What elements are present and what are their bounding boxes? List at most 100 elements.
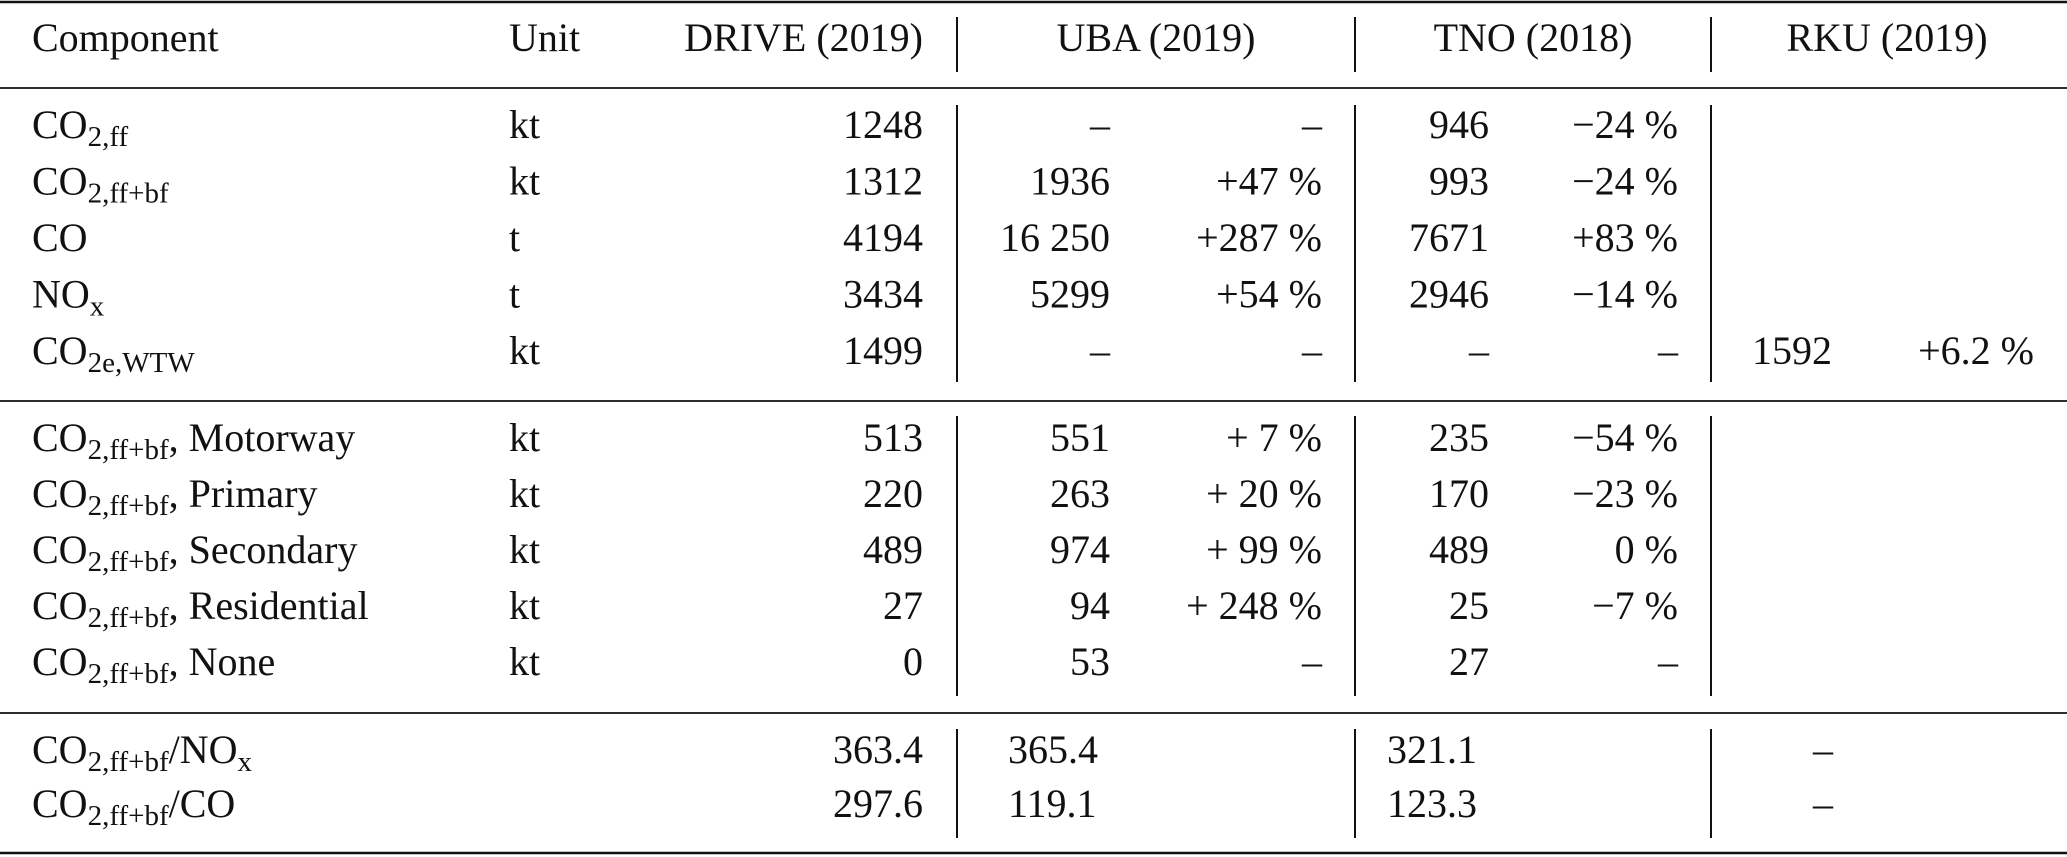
component-text: NO [32,272,90,317]
cell: −7 % [1592,583,1678,628]
unit: kt [509,415,540,460]
cell: 1936 [1030,159,1110,204]
cell: – [1301,328,1323,373]
cell: 7671 [1409,215,1489,260]
header-cell: RKU (2019) [1786,15,1987,60]
cell: 1312 [843,159,923,204]
cell: 489 [1429,527,1489,572]
component-text: CO [32,471,88,516]
subscript: 2,ff+bf [88,490,169,522]
cell: 974 [1050,527,1110,572]
cell: +287 % [1196,215,1322,260]
cell: – [1657,328,1679,373]
component-text: CO [32,328,88,373]
subscript: 2,ff+bf [88,746,169,778]
header-cell: TNO (2018) [1434,15,1633,60]
cell: + 248 % [1186,583,1322,628]
subscript: x [238,746,253,778]
cell: −14 % [1572,272,1678,317]
component: CO2,ff+bf, Motorway [32,415,355,465]
cell: 16 250 [1000,215,1110,260]
cell: 119.1 [1008,781,1097,826]
header-cell: Component [32,15,219,60]
cell: +6.2 % [1918,328,2034,373]
cell: + 99 % [1206,527,1322,572]
cell: 1592 [1752,328,1832,373]
cell: 363.4 [833,727,923,772]
cell: – [1089,102,1111,147]
component-text: , Primary [169,471,318,516]
cell: 551 [1050,415,1110,460]
subscript: 2,ff+bf [88,602,169,634]
component: NOx [32,272,105,322]
unit: kt [509,328,540,373]
cell: −54 % [1572,415,1678,460]
component-text: CO [32,583,88,628]
component-text: CO [32,102,88,147]
cell: +54 % [1216,272,1322,317]
cell: 946 [1429,102,1489,147]
header-cell: UBA (2019) [1057,15,1256,60]
unit: t [509,272,520,317]
cell: – [1812,781,1834,826]
cell: + 20 % [1206,471,1322,516]
cell: 0 % [1615,527,1678,572]
component-text: CO [32,159,88,204]
component-text: , Motorway [169,415,356,460]
component: CO2,ff+bf, Secondary [32,527,357,577]
component-text: CO [32,527,88,572]
cell: 0 [903,639,923,684]
unit: kt [509,471,540,516]
cell: 3434 [843,272,923,317]
component: CO2e,WTW [32,328,195,378]
component: CO2,ff+bf, None [32,639,275,689]
cell: 489 [863,527,923,572]
cell: – [1089,328,1111,373]
cell: −24 % [1572,102,1678,147]
cell: + 7 % [1226,415,1322,460]
subscript: 2,ff+bf [88,546,169,578]
cell: 1499 [843,328,923,373]
subscript: 2,ff+bf [88,177,169,209]
component-text: CO [32,415,88,460]
cell: 53 [1070,639,1110,684]
cell: 25 [1449,583,1489,628]
component-text: /CO [169,781,236,826]
unit: kt [509,583,540,628]
header-cell: DRIVE (2019) [684,15,923,60]
header-cell: Unit [509,15,580,60]
component-text: CO [32,727,88,772]
component-text: CO [32,215,88,260]
subscript: 2e,WTW [88,347,196,379]
unit: kt [509,102,540,147]
subscript: 2,ff+bf [88,658,169,690]
cell: −24 % [1572,159,1678,204]
cell: 27 [1449,639,1489,684]
component: CO [32,215,88,260]
cell: 170 [1429,471,1489,516]
component: CO2,ff+bf [32,159,169,209]
component-text: CO [32,781,88,826]
component-text: /NO [169,727,238,772]
component: CO2,ff [32,102,128,152]
cell: 27 [883,583,923,628]
cell: – [1301,102,1323,147]
cell: 365.4 [1008,727,1098,772]
subscript: x [90,290,105,322]
component-text: , None [169,639,276,684]
cell: 4194 [843,215,923,260]
unit: kt [509,159,540,204]
component-text: , Secondary [169,527,358,572]
cell: +47 % [1216,159,1322,204]
cell: 123.3 [1387,781,1477,826]
cell: 220 [863,471,923,516]
cell: 297.6 [833,781,923,826]
component: CO2,ff+bf/CO [32,781,235,831]
unit: t [509,215,520,260]
subscript: 2,ff [88,121,129,153]
cell: +83 % [1572,215,1678,260]
unit: kt [509,527,540,572]
subscript: 2,ff+bf [88,434,169,466]
cell: 321.1 [1387,727,1477,772]
component: CO2,ff+bf/NOx [32,727,253,777]
